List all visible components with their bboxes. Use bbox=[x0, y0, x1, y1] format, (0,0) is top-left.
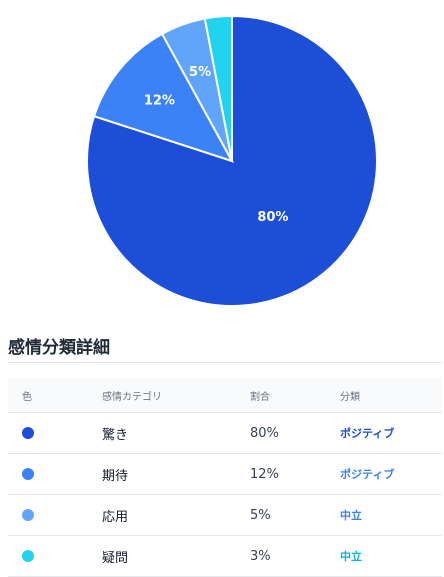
classification-cell: ポジティブ bbox=[340, 412, 442, 454]
table-row: 期待 12% ポジティブ bbox=[8, 453, 442, 495]
pie-chart-svg: 80% 12% 5% bbox=[86, 14, 378, 307]
ratio-cell: 12% bbox=[250, 453, 340, 495]
color-cell bbox=[8, 494, 102, 536]
classification-value: ポジティブ bbox=[340, 468, 395, 481]
title-divider bbox=[8, 362, 442, 363]
ratio-cell: 3% bbox=[250, 535, 340, 577]
header-color: 色 bbox=[8, 378, 102, 413]
pie-label-応用: 5% bbox=[189, 65, 211, 80]
pie-label-驚き: 80% bbox=[257, 210, 288, 225]
classification-value: ポジティブ bbox=[340, 427, 395, 440]
classification-cell: 中立 bbox=[340, 535, 442, 577]
color-cell bbox=[8, 412, 102, 454]
table-row: 疑問 3% 中立 bbox=[8, 535, 442, 577]
color-dot bbox=[22, 468, 34, 480]
category-cell: 期待 bbox=[102, 453, 250, 495]
ratio-cell: 80% bbox=[250, 412, 340, 454]
pie-label-期待: 12% bbox=[144, 93, 175, 108]
category-name: 疑問 bbox=[102, 550, 129, 566]
color-dot bbox=[22, 427, 34, 439]
table-header-row: 色 感情カテゴリ 割合 分類 bbox=[8, 378, 442, 413]
header-ratio: 割合 bbox=[250, 378, 340, 413]
pie-slice-疑問 bbox=[203, 14, 233, 162]
pie-slice-期待 bbox=[92, 32, 235, 163]
color-cell bbox=[8, 535, 102, 577]
category-cell: 疑問 bbox=[102, 535, 250, 577]
category-name: 驚き bbox=[102, 427, 129, 443]
classification-value: 中立 bbox=[340, 509, 362, 522]
color-cell bbox=[8, 453, 102, 495]
category-cell: 驚き bbox=[102, 412, 250, 454]
classification-cell: 中立 bbox=[340, 494, 442, 536]
table-row: 驚き 80% ポジティブ bbox=[8, 412, 442, 454]
color-dot bbox=[22, 509, 34, 521]
ratio-value: 80% bbox=[250, 425, 279, 441]
color-dot bbox=[22, 550, 34, 562]
ratio-value: 12% bbox=[250, 466, 279, 482]
category-name: 期待 bbox=[102, 468, 129, 484]
category-name: 応用 bbox=[102, 509, 129, 525]
ratio-value: 5% bbox=[250, 507, 271, 523]
category-cell: 応用 bbox=[102, 494, 250, 536]
classification-value: 中立 bbox=[340, 550, 362, 563]
section-title: 感情分類詳細 bbox=[8, 338, 110, 358]
ratio-cell: 5% bbox=[250, 494, 340, 536]
header-category: 感情カテゴリ bbox=[102, 378, 250, 413]
classification-cell: ポジティブ bbox=[340, 453, 442, 495]
header-classification: 分類 bbox=[340, 378, 442, 413]
pie-chart: 80% 12% 5% bbox=[86, 14, 378, 307]
emotion-detail-table: 色 感情カテゴリ 割合 分類 驚き 80% ポジティブ 期待 12% ポジティブ… bbox=[8, 378, 442, 577]
ratio-value: 3% bbox=[250, 548, 271, 564]
table-row: 応用 5% 中立 bbox=[8, 494, 442, 536]
